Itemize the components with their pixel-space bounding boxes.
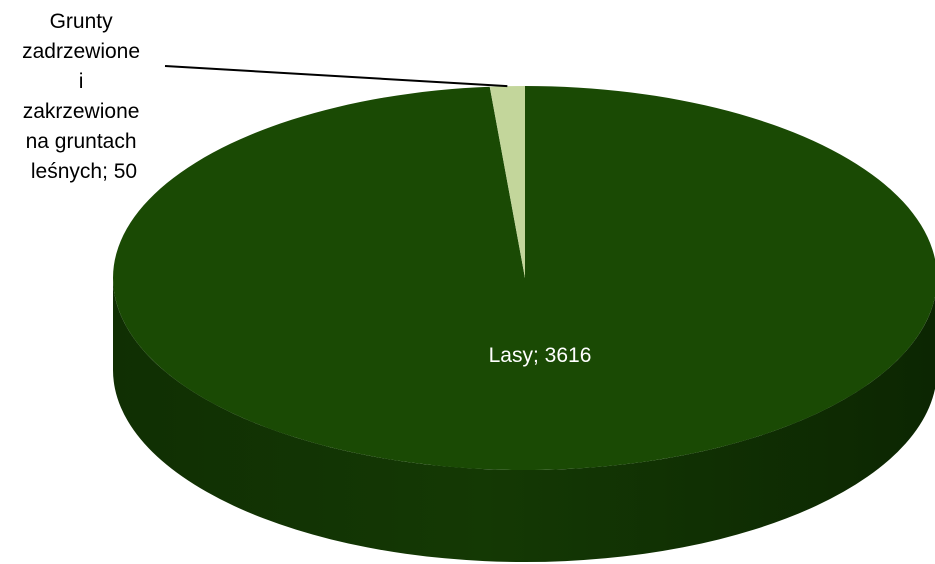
- data-label-grunty-line-5: na gruntach: [26, 130, 137, 153]
- data-label-grunty-line-4: zakrzewione: [23, 100, 140, 123]
- pie-slice-grunty: [489, 86, 525, 278]
- data-label-grunty: Grunty zadrzewione i zakrzewione na grun…: [22, 10, 146, 183]
- data-label-grunty-line-3: i: [79, 70, 84, 93]
- leader-line: [164, 65, 508, 88]
- pie-slice-lasy: [113, 86, 935, 470]
- data-label-lasy: Lasy; 3616: [489, 344, 592, 367]
- pie-side-wall: [113, 278, 935, 562]
- data-label-grunty-line-2: zadrzewione: [22, 40, 140, 63]
- data-label-grunty-line-1: Grunty: [50, 10, 114, 33]
- data-label-grunty-line-6: leśnych; 50: [31, 160, 137, 183]
